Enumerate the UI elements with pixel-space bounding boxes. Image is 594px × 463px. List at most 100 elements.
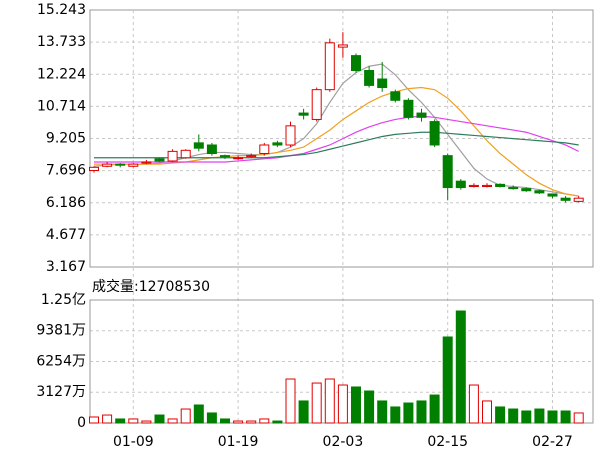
y-tick-label: 6254万 — [36, 353, 86, 369]
candle-body — [455, 180, 466, 189]
y-tick-label: 4.677 — [46, 227, 86, 243]
volume-bar — [547, 410, 558, 424]
moving-average-line — [94, 86, 579, 197]
volume-bar — [141, 420, 152, 424]
candle-body — [547, 193, 558, 197]
volume-bar — [298, 400, 309, 424]
y-tick-label: 7.696 — [46, 163, 86, 179]
candle-body — [429, 121, 440, 146]
x-tick-label: 01-19 — [218, 434, 259, 450]
volume-bar — [508, 408, 519, 424]
moving-average-line — [94, 131, 579, 159]
candle-body — [259, 144, 270, 155]
volume-bar — [206, 412, 217, 424]
candle-body — [573, 197, 584, 202]
candle-body — [416, 112, 427, 118]
candle-body — [482, 184, 492, 187]
volume-bar — [102, 414, 113, 424]
volume-bar — [115, 418, 126, 424]
moving-average-line — [94, 115, 579, 163]
volume-bar — [403, 402, 414, 424]
candle-body — [220, 155, 230, 158]
y-tick-label: 10.714 — [37, 98, 86, 114]
y-tick-label: 9.205 — [46, 131, 86, 147]
candle-body — [468, 184, 479, 187]
volume-bar — [573, 412, 584, 424]
y-tick-label: 3127万 — [36, 384, 86, 400]
y-tick-label: 15.243 — [37, 2, 86, 18]
volume-bar — [285, 378, 296, 424]
volume-bar — [220, 418, 230, 424]
volume-bar — [259, 418, 270, 424]
candle-body — [89, 166, 99, 172]
volume-bar — [324, 378, 335, 424]
candle-body — [193, 142, 204, 149]
volume-bar — [429, 394, 440, 424]
volume-bar — [534, 408, 545, 424]
candle-body — [102, 163, 113, 167]
x-tick-label: 01-09 — [113, 434, 154, 450]
candle-body — [272, 142, 283, 146]
candle-body — [364, 70, 375, 86]
candle-body — [337, 44, 348, 48]
volume-bar — [233, 420, 244, 424]
candle-body — [298, 112, 309, 116]
volume-bar — [337, 384, 348, 424]
y-tick-label: 3.167 — [46, 259, 86, 275]
y-tick-label: 0 — [77, 415, 86, 431]
x-tick-label: 02-27 — [532, 434, 573, 450]
candle-body — [285, 125, 296, 146]
candle-body — [167, 150, 178, 162]
y-tick-label: 6.186 — [46, 195, 86, 211]
volume-bar — [351, 386, 361, 424]
volume-bar — [468, 384, 479, 424]
volume-bar — [442, 336, 453, 424]
candle-body — [141, 161, 152, 164]
candle-body — [495, 183, 506, 187]
volume-bar — [128, 418, 139, 424]
candle-body — [442, 155, 453, 189]
volume-bar — [521, 410, 532, 424]
volume-bar — [364, 390, 375, 424]
volume-bar — [455, 310, 466, 424]
volume-bar — [560, 410, 571, 424]
candle-body — [403, 99, 414, 118]
volume-bar — [495, 406, 506, 424]
candle-body — [390, 91, 401, 101]
candle-body — [324, 42, 335, 91]
volume-bar — [180, 408, 191, 424]
plot-frame — [89, 9, 594, 268]
volume-bar — [272, 420, 283, 424]
y-tick-label: 13.733 — [37, 34, 86, 50]
volume-bar — [311, 382, 322, 424]
moving-average-line — [93, 63, 579, 197]
candle-body — [560, 197, 571, 201]
y-tick-label: 9381万 — [36, 323, 86, 339]
volume-bar — [89, 416, 99, 424]
volume-bar — [246, 420, 257, 424]
candle-body — [128, 163, 139, 167]
candle-body — [311, 89, 322, 120]
y-tick-label: 1.25亿 — [41, 292, 86, 308]
candle-body — [246, 155, 257, 158]
volume-bar — [193, 404, 204, 424]
candle-body — [180, 149, 191, 159]
candle-body — [115, 163, 126, 166]
volume-bar — [377, 400, 388, 424]
volume-title: 成交量:12708530 — [92, 278, 210, 295]
y-tick-label: 12.224 — [37, 66, 86, 82]
x-tick-label: 02-15 — [427, 434, 468, 450]
candle-body — [377, 78, 388, 89]
candle-body — [508, 187, 519, 190]
candle-body — [521, 188, 532, 192]
volume-bar — [167, 418, 178, 424]
candle-body — [534, 190, 545, 194]
x-tick-label: 02-03 — [323, 434, 364, 450]
volume-bar — [416, 400, 427, 424]
candle-body — [233, 157, 244, 160]
candle-body — [154, 158, 165, 162]
volume-bar — [390, 406, 401, 424]
candle-body — [351, 55, 361, 72]
